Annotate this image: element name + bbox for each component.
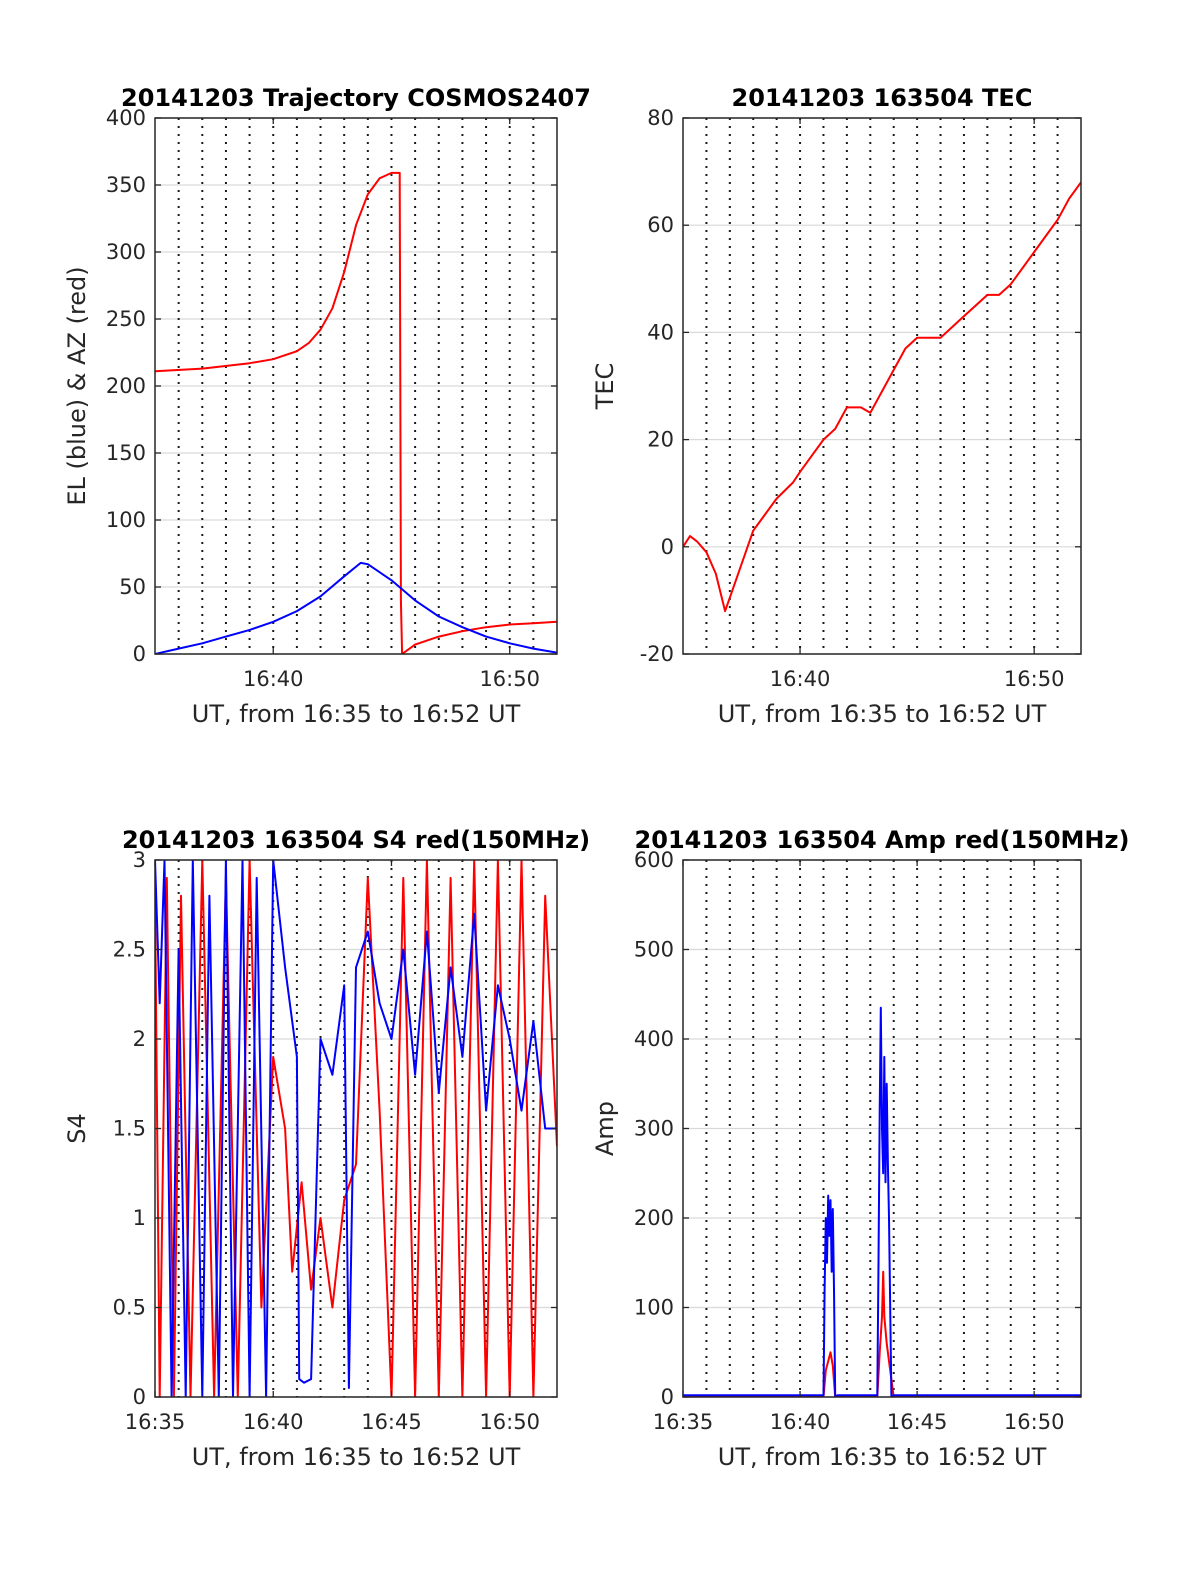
y-tick-label: 0: [661, 535, 674, 559]
x-tick-label: 16:40: [243, 1410, 304, 1434]
y-tick-label: 600: [634, 848, 674, 872]
y-tick-label: 50: [119, 575, 146, 599]
x-tick-label: 16:50: [1004, 1410, 1065, 1434]
x-axis-label: UT, from 16:35 to 16:52 UT: [718, 1443, 1047, 1471]
y-tick-label: 300: [106, 240, 146, 264]
y-axis-label: S4: [63, 1113, 91, 1144]
series-line-red: [683, 1270, 1081, 1397]
y-tick-label: 0.5: [113, 1296, 146, 1320]
x-axis-label: UT, from 16:35 to 16:52 UT: [718, 700, 1047, 728]
y-tick-label: 300: [634, 1117, 674, 1141]
x-tick-label: 16:40: [243, 667, 304, 691]
y-tick-label: 1: [133, 1206, 146, 1230]
y-tick-label: 350: [106, 173, 146, 197]
chart-title: 20141203 Trajectory COSMOS2407: [121, 84, 591, 112]
chart-title: 20141203 163504 S4 red(150MHz): [122, 826, 590, 854]
y-tick-label: 250: [106, 307, 146, 331]
x-tick-label: 16:45: [361, 1410, 422, 1434]
y-tick-label: 60: [647, 213, 674, 237]
series-line-blue: [155, 561, 557, 654]
y-tick-label: 20: [647, 428, 674, 452]
series-line-red: [683, 181, 1081, 613]
y-tick-label: 80: [647, 106, 674, 130]
x-tick-label: 16:50: [479, 667, 540, 691]
y-tick-label: 500: [634, 938, 674, 962]
y-tick-label: 40: [647, 320, 674, 344]
series-line-blue: [155, 860, 557, 1397]
y-tick-label: 0: [133, 1385, 146, 1409]
x-tick-label: 16:40: [770, 1410, 831, 1434]
panel-amp: 0 100 200 300 400 500 600 16:35 16:40 16:45 16:50 2…: [591, 826, 1129, 1471]
y-tick-label: 0: [133, 642, 146, 666]
x-tick-label: 16:35: [125, 1410, 186, 1434]
x-tick-label: 16:45: [887, 1410, 948, 1434]
y-tick-label: 1.5: [113, 1117, 146, 1141]
x-tick-label: 16:40: [770, 667, 831, 691]
y-tick-label: 200: [634, 1206, 674, 1230]
y-tick-label: 400: [634, 1027, 674, 1051]
x-tick-label: 16:50: [1004, 667, 1065, 691]
chart-title: 20141203 163504 Amp red(150MHz): [635, 826, 1130, 854]
panel-s4: 0 0.5 1 1.5 2 2.5 3 16:35 16:40 16:45 16:50 2014120…: [63, 826, 590, 1471]
y-tick-label: 2.5: [113, 938, 146, 962]
x-axis-label: UT, from 16:35 to 16:52 UT: [192, 700, 521, 728]
y-tick-label: 3: [133, 848, 146, 872]
series-line-red: [155, 860, 557, 1397]
y-axis-label: Amp: [591, 1101, 619, 1156]
chart-title: 20141203 163504 TEC: [732, 84, 1033, 112]
panel-trajectory: 0 50 100 150 200 250 300 350 400 16:40 16:50 201412…: [63, 84, 591, 728]
x-axis-label: UT, from 16:35 to 16:52 UT: [192, 1443, 521, 1471]
y-tick-label: 100: [634, 1296, 674, 1320]
x-tick-label: 16:35: [653, 1410, 714, 1434]
axes-frame: [682, 117, 1082, 655]
y-tick-label: 150: [106, 441, 146, 465]
series-line-blue: [683, 1006, 1081, 1397]
y-tick-label: 400: [106, 106, 146, 130]
y-tick-label: 100: [106, 508, 146, 532]
y-tick-label: 0: [661, 1385, 674, 1409]
x-tick-label: 16:50: [479, 1410, 540, 1434]
y-axis-label: TEC: [591, 363, 619, 411]
y-axis-label: EL (blue) & AZ (red): [63, 266, 91, 505]
panel-tec: -20 0 20 40 60 80 16:40 16:50 20141203 163504 TE…: [591, 84, 1082, 728]
y-tick-label: -20: [640, 642, 674, 666]
y-tick-label: 200: [106, 374, 146, 398]
y-tick-label: 2: [133, 1027, 146, 1051]
series-line-red: [155, 171, 557, 654]
